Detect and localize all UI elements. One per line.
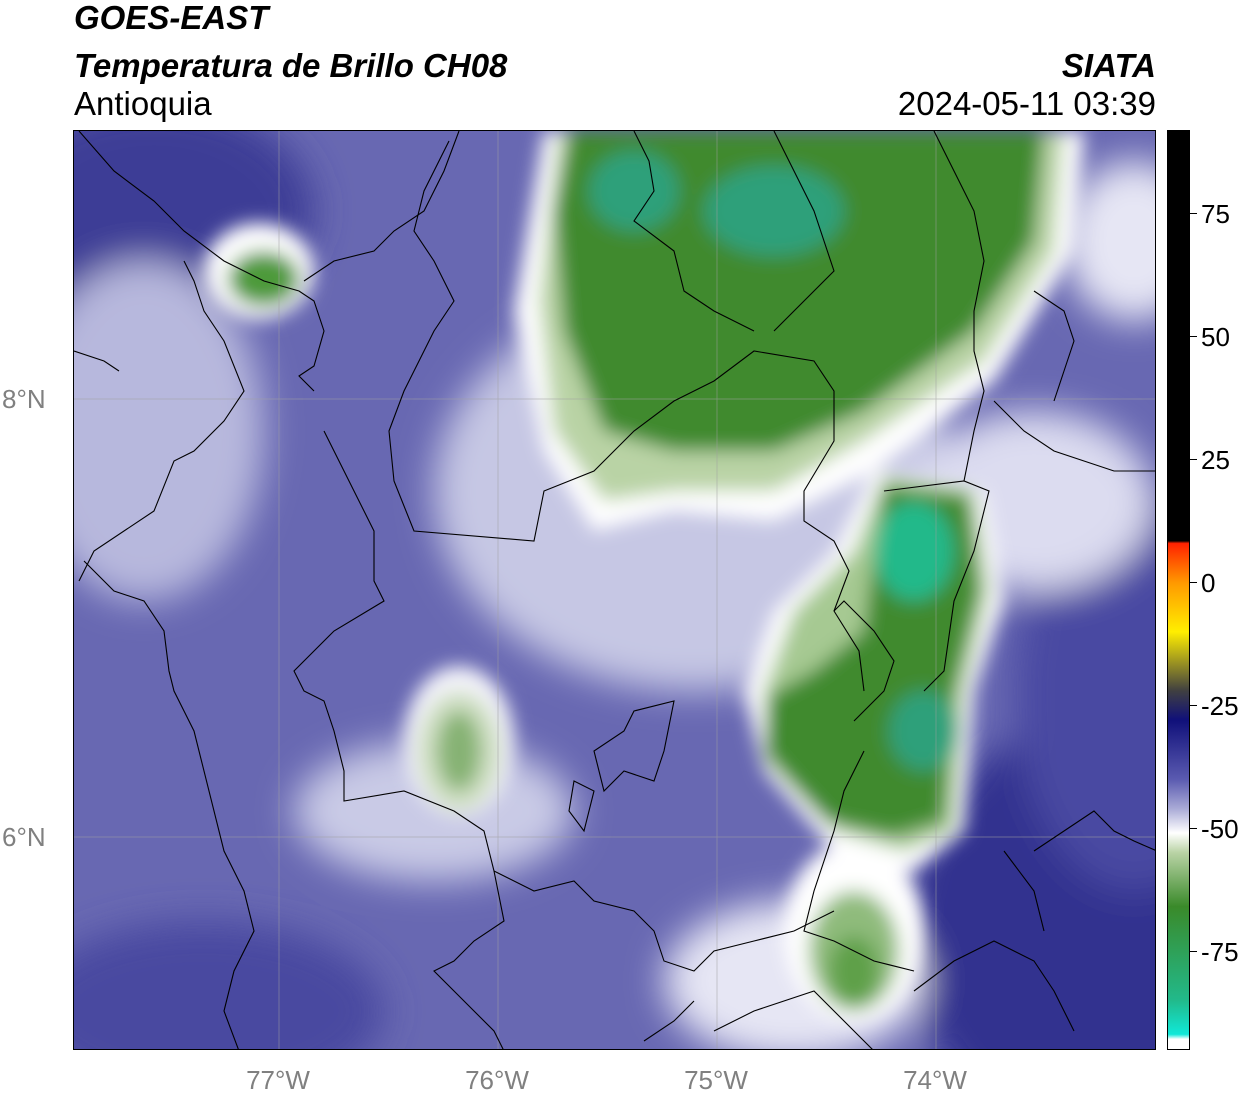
colorbar-tick-mark — [1190, 581, 1197, 584]
colorbar-tick-mark — [1190, 458, 1197, 461]
colorbar-tick-mark — [1190, 827, 1197, 830]
colorbar-tick-label: 75 — [1201, 198, 1230, 229]
colorbar-tick-label: -75 — [1201, 936, 1239, 967]
lon-label-76w: 76°W — [465, 1065, 529, 1095]
colorbar-tick-label: -50 — [1201, 813, 1239, 844]
lat-label-6n: 6°N — [2, 822, 46, 852]
lon-label-75w: 75°W — [684, 1065, 748, 1095]
map-title: GOES-EAST — [74, 0, 269, 36]
colorbar-tick-mark — [1190, 335, 1197, 338]
graticule — [74, 131, 1155, 1049]
lon-label-77w: 77°W — [246, 1065, 310, 1095]
colorbar-tick-label: 0 — [1201, 567, 1216, 598]
organization-label: SIATA — [1061, 47, 1156, 84]
colorbar-tick-label: 50 — [1201, 321, 1230, 352]
lat-label-8n: 8°N — [2, 384, 46, 414]
colorbar-tick-mark — [1190, 212, 1197, 215]
coastline-and-borders — [74, 131, 1155, 1049]
satellite-map[interactable] — [73, 130, 1156, 1050]
colorbar — [1167, 130, 1190, 1050]
colorbar-tick-mark — [1190, 950, 1197, 953]
colorbar-tick-label: 25 — [1201, 444, 1230, 475]
colorbar-tick-label: -25 — [1201, 690, 1239, 721]
lon-label-74w: 74°W — [903, 1065, 967, 1095]
region-label: Antioquia — [74, 85, 212, 122]
colorbar-tick-mark — [1190, 704, 1197, 707]
datetime-label: 2024-05-11 03:39 — [897, 85, 1156, 122]
cold-cloud-tops — [204, 131, 1084, 1021]
product-title: Temperatura de Brillo CH08 — [74, 47, 508, 84]
